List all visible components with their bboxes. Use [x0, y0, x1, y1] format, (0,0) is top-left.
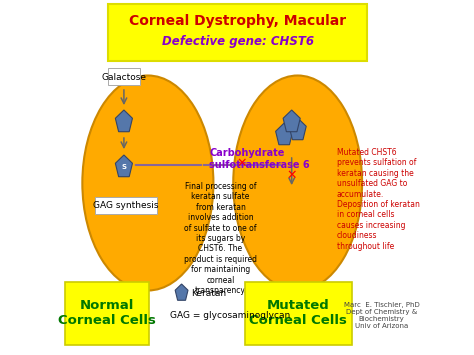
FancyBboxPatch shape: [245, 282, 352, 345]
Ellipse shape: [233, 76, 362, 290]
Polygon shape: [115, 110, 132, 132]
Polygon shape: [175, 284, 188, 300]
Text: Defective gene: CHST6: Defective gene: CHST6: [162, 36, 314, 49]
Text: Carbohydrate
sulfotransferase 6: Carbohydrate sulfotransferase 6: [210, 148, 310, 170]
Polygon shape: [289, 118, 306, 140]
Text: GAG synthesis: GAG synthesis: [93, 202, 159, 211]
Text: ✕: ✕: [236, 157, 247, 169]
Polygon shape: [283, 110, 300, 132]
Text: ✕: ✕: [286, 169, 297, 181]
FancyBboxPatch shape: [108, 68, 140, 85]
Text: Mutated CHST6
prevents sulfation of
keratan causing the
unsulfated GAG to
accumu: Mutated CHST6 prevents sulfation of kera…: [337, 148, 419, 251]
Text: Keratan: Keratan: [191, 289, 227, 297]
Polygon shape: [276, 123, 293, 145]
Text: Galactose: Galactose: [101, 72, 146, 82]
Text: GAG = glycosaminoglycan: GAG = glycosaminoglycan: [170, 311, 291, 320]
Text: Marc  E. Tischler, PhD
Dept of Chemistry &
Biochemistry
Univ of Arizona: Marc E. Tischler, PhD Dept of Chemistry …: [344, 302, 419, 329]
FancyBboxPatch shape: [108, 4, 367, 61]
Text: Normal
Corneal Cells: Normal Corneal Cells: [58, 299, 156, 327]
Ellipse shape: [82, 76, 213, 290]
Text: Mutated
Corneal Cells: Mutated Corneal Cells: [249, 299, 347, 327]
Text: S: S: [121, 164, 127, 170]
Text: Corneal Dystrophy, Macular: Corneal Dystrophy, Macular: [129, 14, 346, 28]
FancyBboxPatch shape: [65, 282, 149, 345]
Text: Final processing of
keratan sulfate
from keratan
involves addition
of sulfate to: Final processing of keratan sulfate from…: [184, 182, 257, 295]
FancyBboxPatch shape: [95, 197, 157, 214]
Polygon shape: [115, 155, 132, 177]
